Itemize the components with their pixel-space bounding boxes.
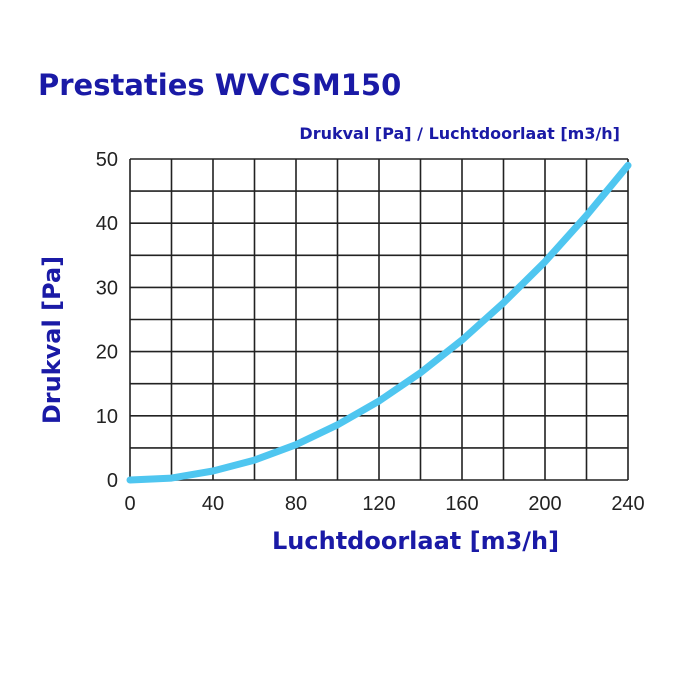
y-tick-label: 40 xyxy=(96,213,118,235)
y-tick-label: 20 xyxy=(96,342,118,364)
x-tick-label: 200 xyxy=(528,493,561,515)
chart-title: Prestaties WVCSM150 xyxy=(38,68,402,102)
x-tick-label: 120 xyxy=(362,493,395,515)
x-tick-label: 40 xyxy=(202,493,224,515)
y-tick-label: 50 xyxy=(96,149,118,171)
y-tick-label: 0 xyxy=(107,470,118,492)
y-tick-label: 30 xyxy=(96,277,118,299)
y-tick-label: 10 xyxy=(96,406,118,428)
x-tick-label: 0 xyxy=(124,493,135,515)
x-axis-label: Luchtdoorlaat [m3/h] xyxy=(272,527,560,555)
x-tick-label: 80 xyxy=(285,493,307,515)
chart-subtitle: Drukval [Pa] / Luchtdoorlaat [m3/h] xyxy=(299,124,620,143)
x-tick-label: 160 xyxy=(445,493,478,515)
x-tick-label: 240 xyxy=(611,493,644,515)
